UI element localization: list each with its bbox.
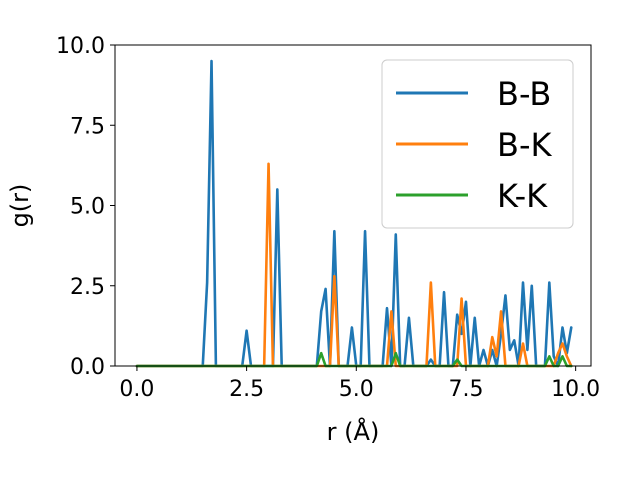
x-tick-label: 2.5 [229,377,264,402]
series-line-k-k [135,351,573,368]
y-tick-label: 10.0 [56,34,105,59]
legend-label-b-k: B-K [497,126,553,164]
y-tick-label: 5.0 [70,195,105,220]
x-tick-label: 0.0 [119,377,154,402]
legend-label-b-b: B-B [497,75,551,113]
y-axis-label: g(r) [6,184,34,228]
legend-box [381,59,574,229]
x-tick-label: 10.0 [551,377,600,402]
x-tick-label: 7.5 [448,377,483,402]
y-tick-label: 2.5 [70,275,105,300]
x-tick-label: 5.0 [339,377,374,402]
legend: B-B B-K K-K [381,59,574,229]
legend-label-k-k: K-K [497,177,548,215]
y-ticks: 0.0 2.5 5.0 7.5 10.0 [56,34,115,380]
y-tick-label: 7.5 [70,114,105,139]
x-axis-label: r (Å) [327,417,380,446]
y-tick-label: 0.0 [70,355,105,380]
x-ticks: 0.0 2.5 5.0 7.5 10.0 [119,366,600,402]
